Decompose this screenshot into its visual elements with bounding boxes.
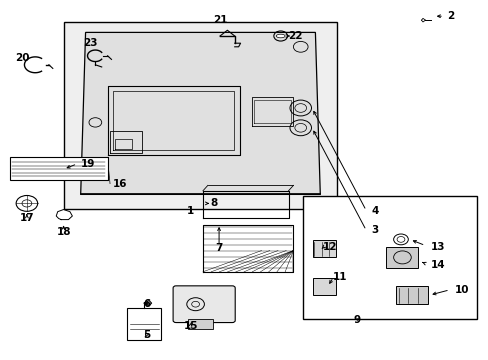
Text: 21: 21: [212, 15, 227, 25]
Text: 3: 3: [371, 225, 378, 235]
Text: 20: 20: [15, 53, 29, 63]
Ellipse shape: [276, 34, 285, 38]
Bar: [188, 319, 212, 329]
Text: 5: 5: [143, 330, 150, 340]
Polygon shape: [81, 32, 320, 194]
Bar: [312, 278, 336, 295]
Text: 6: 6: [143, 299, 150, 309]
Text: 15: 15: [183, 321, 198, 331]
Text: 8: 8: [210, 198, 217, 208]
FancyBboxPatch shape: [173, 286, 235, 323]
Bar: [63, 22, 337, 209]
Text: 9: 9: [353, 315, 360, 325]
Text: 12: 12: [322, 242, 337, 252]
Text: 22: 22: [288, 31, 303, 41]
Bar: [10, 157, 107, 180]
Text: 13: 13: [429, 242, 444, 252]
Text: 18: 18: [56, 227, 71, 237]
Text: 11: 11: [332, 272, 346, 282]
Text: 23: 23: [83, 38, 98, 48]
Bar: [303, 196, 476, 319]
Text: 7: 7: [215, 243, 222, 253]
Text: 1: 1: [187, 206, 194, 216]
Bar: [395, 286, 427, 304]
Bar: [386, 247, 417, 268]
Text: 16: 16: [112, 179, 127, 189]
Text: 17: 17: [20, 213, 34, 223]
Text: 19: 19: [81, 159, 95, 169]
Text: 2: 2: [447, 11, 454, 21]
Bar: [312, 240, 336, 257]
Bar: [127, 308, 161, 340]
Text: 4: 4: [371, 206, 378, 216]
Text: 14: 14: [429, 260, 444, 270]
Text: 10: 10: [454, 285, 468, 295]
